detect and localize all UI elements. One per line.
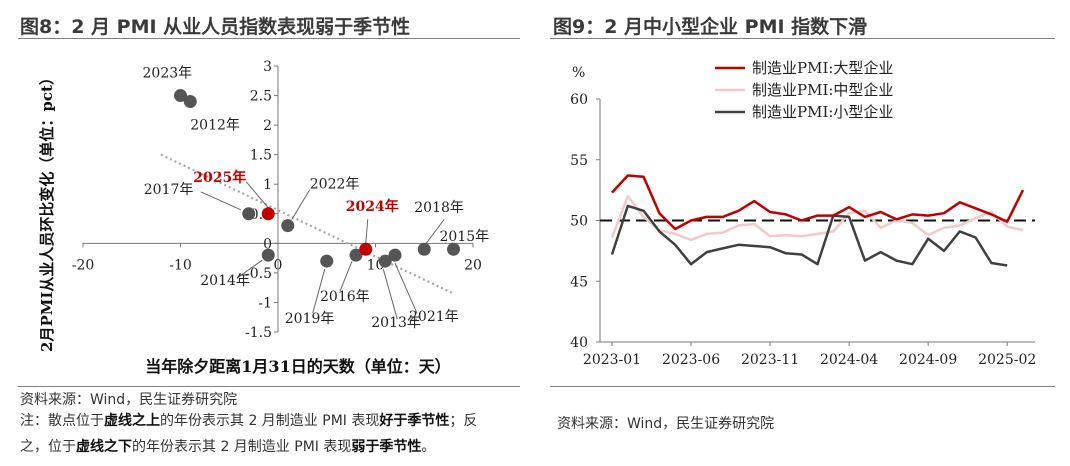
data-point <box>349 248 363 262</box>
left-source: 资料来源：Wind，民生证券研究院 <box>20 392 238 408</box>
right-source: 资料来源：Wind，民生证券研究院 <box>557 416 775 432</box>
note-line-1: 注：散点位于虚线之上的年份表示其 2 月制造业 PMI 表现好于季节性；反 <box>20 408 525 434</box>
right-source-rule <box>550 386 1055 387</box>
leader-line <box>382 268 398 320</box>
x-tick-label: 2023-11 <box>741 352 799 368</box>
data-point <box>183 94 197 108</box>
data-point <box>261 248 275 262</box>
x-tick-label: -20 <box>72 257 95 273</box>
x-tick-label: 2023-06 <box>662 352 720 368</box>
point-label: 2022年 <box>310 177 360 193</box>
x-tick-label: 0 <box>274 257 283 273</box>
point-label: 2014年 <box>200 273 250 289</box>
y-tick-label: 2.5 <box>250 89 272 105</box>
note-mid2: ；反 <box>449 413 478 429</box>
leader-line <box>291 189 311 220</box>
x-tick-label: 2024-09 <box>899 352 957 368</box>
y-tick-label: -1 <box>258 295 272 311</box>
y-tick-label: 55 <box>570 153 588 169</box>
series-line-0 <box>611 174 1025 231</box>
data-point <box>417 242 431 256</box>
data-point <box>447 242 460 256</box>
highlight-point <box>261 207 275 221</box>
note-mid1: 的年份表示其 2 月制造业 PMI 表现 <box>160 413 380 429</box>
x-tick-label: 2024-04 <box>820 352 878 368</box>
point-label: 2015年 <box>440 229 490 245</box>
right-title-rule <box>550 38 1055 39</box>
x-tick-label: 2023-01 <box>583 352 641 368</box>
y-tick-label: -0.5 <box>245 266 272 282</box>
point-label: 2024年 <box>346 198 399 215</box>
y-tick-label: 1.5 <box>250 148 272 164</box>
left-note: 注：散点位于虚线之上的年份表示其 2 月制造业 PMI 表现好于季节性；反 之，… <box>20 408 525 460</box>
x-tick-label: 2025-02 <box>978 352 1036 368</box>
data-point <box>242 207 256 221</box>
series-line-2 <box>610 204 1008 267</box>
y-axis-title: 2月PMI从业人员环比变化（单位：pct） <box>38 70 56 352</box>
right-panel-title: 图9：2 月中小型企业 PMI 指数下滑 <box>553 16 868 38</box>
leader-line <box>200 191 241 211</box>
legend-label: 制造业PMI:小型企业 <box>752 103 893 121</box>
leader-line <box>394 262 418 314</box>
note-end: 。 <box>421 439 436 455</box>
note-mid3: 的年份表示其 2 月制造业 PMI 表现 <box>132 439 352 455</box>
y-tick-label: 40 <box>570 335 588 351</box>
note-line2-prefix: 之，位于 <box>20 439 76 455</box>
leader-line <box>237 259 263 278</box>
y-tick-label: 3 <box>263 59 272 75</box>
legend-label: 制造业PMI:大型企业 <box>752 59 893 77</box>
x-tick-label: 20 <box>464 257 482 273</box>
note-below: 虚线之下 <box>76 439 132 455</box>
unit-label: % <box>572 65 585 81</box>
point-label: 2016年 <box>320 289 370 305</box>
x-tick-label: -10 <box>169 257 192 273</box>
leader-line <box>339 260 353 292</box>
note-better: 好于季节性 <box>379 413 450 429</box>
data-point <box>281 219 295 233</box>
point-label: 2019年 <box>285 311 335 327</box>
data-point <box>174 89 187 103</box>
data-point <box>378 254 392 268</box>
highlight-point <box>359 242 373 256</box>
data-point <box>388 248 402 262</box>
note-above: 虚线之上 <box>104 413 160 429</box>
point-label: 2018年 <box>414 200 464 216</box>
x-axis-title: 当年除夕距离1月31日的天数（单位：天） <box>145 357 450 376</box>
left-source-rule <box>18 386 520 387</box>
leader-line <box>312 268 326 314</box>
point-label: 2021年 <box>409 309 459 325</box>
point-label: 2013年 <box>371 315 421 331</box>
y-tick-label: 0 <box>263 236 272 252</box>
leader-line <box>245 181 269 209</box>
data-point <box>320 254 334 268</box>
line-chart: % 40 45 50 55 60 2023-01 2023-06 2023-11 2024-04 2… <box>570 59 1036 368</box>
y-tick-label: 1 <box>263 177 272 193</box>
leader-line <box>425 218 445 244</box>
leader-line <box>365 219 369 244</box>
left-panel-title: 图8：2 月 PMI 从业人员指数表现弱于季节性 <box>20 16 411 38</box>
y-tick-label: 2 <box>263 118 272 134</box>
y-tick-label: -1.5 <box>245 325 272 341</box>
point-label: 2025年 <box>193 169 246 186</box>
left-title-rule <box>18 38 520 39</box>
note-prefix: 注：散点位于 <box>20 413 104 429</box>
series-line-1 <box>610 194 1024 242</box>
trend-line <box>160 153 454 295</box>
legend-label: 制造业PMI:中型企业 <box>752 81 893 99</box>
note-worse: 弱于季节性 <box>351 439 422 455</box>
y-tick-label: 50 <box>570 214 588 230</box>
point-label: 2017年 <box>144 182 194 198</box>
note-line-2: 之，位于虚线之下的年份表示其 2 月制造业 PMI 表现弱于季节性。 <box>20 434 525 460</box>
point-label: 2012年 <box>190 117 240 133</box>
y-tick-label: 45 <box>570 274 588 290</box>
y-tick-label: 60 <box>570 92 588 108</box>
point-label: 2023年 <box>143 66 193 82</box>
scatter-chart: -20 -10 0 10 20-1.5-1-0.500.511.522.532023年2… <box>38 59 490 376</box>
